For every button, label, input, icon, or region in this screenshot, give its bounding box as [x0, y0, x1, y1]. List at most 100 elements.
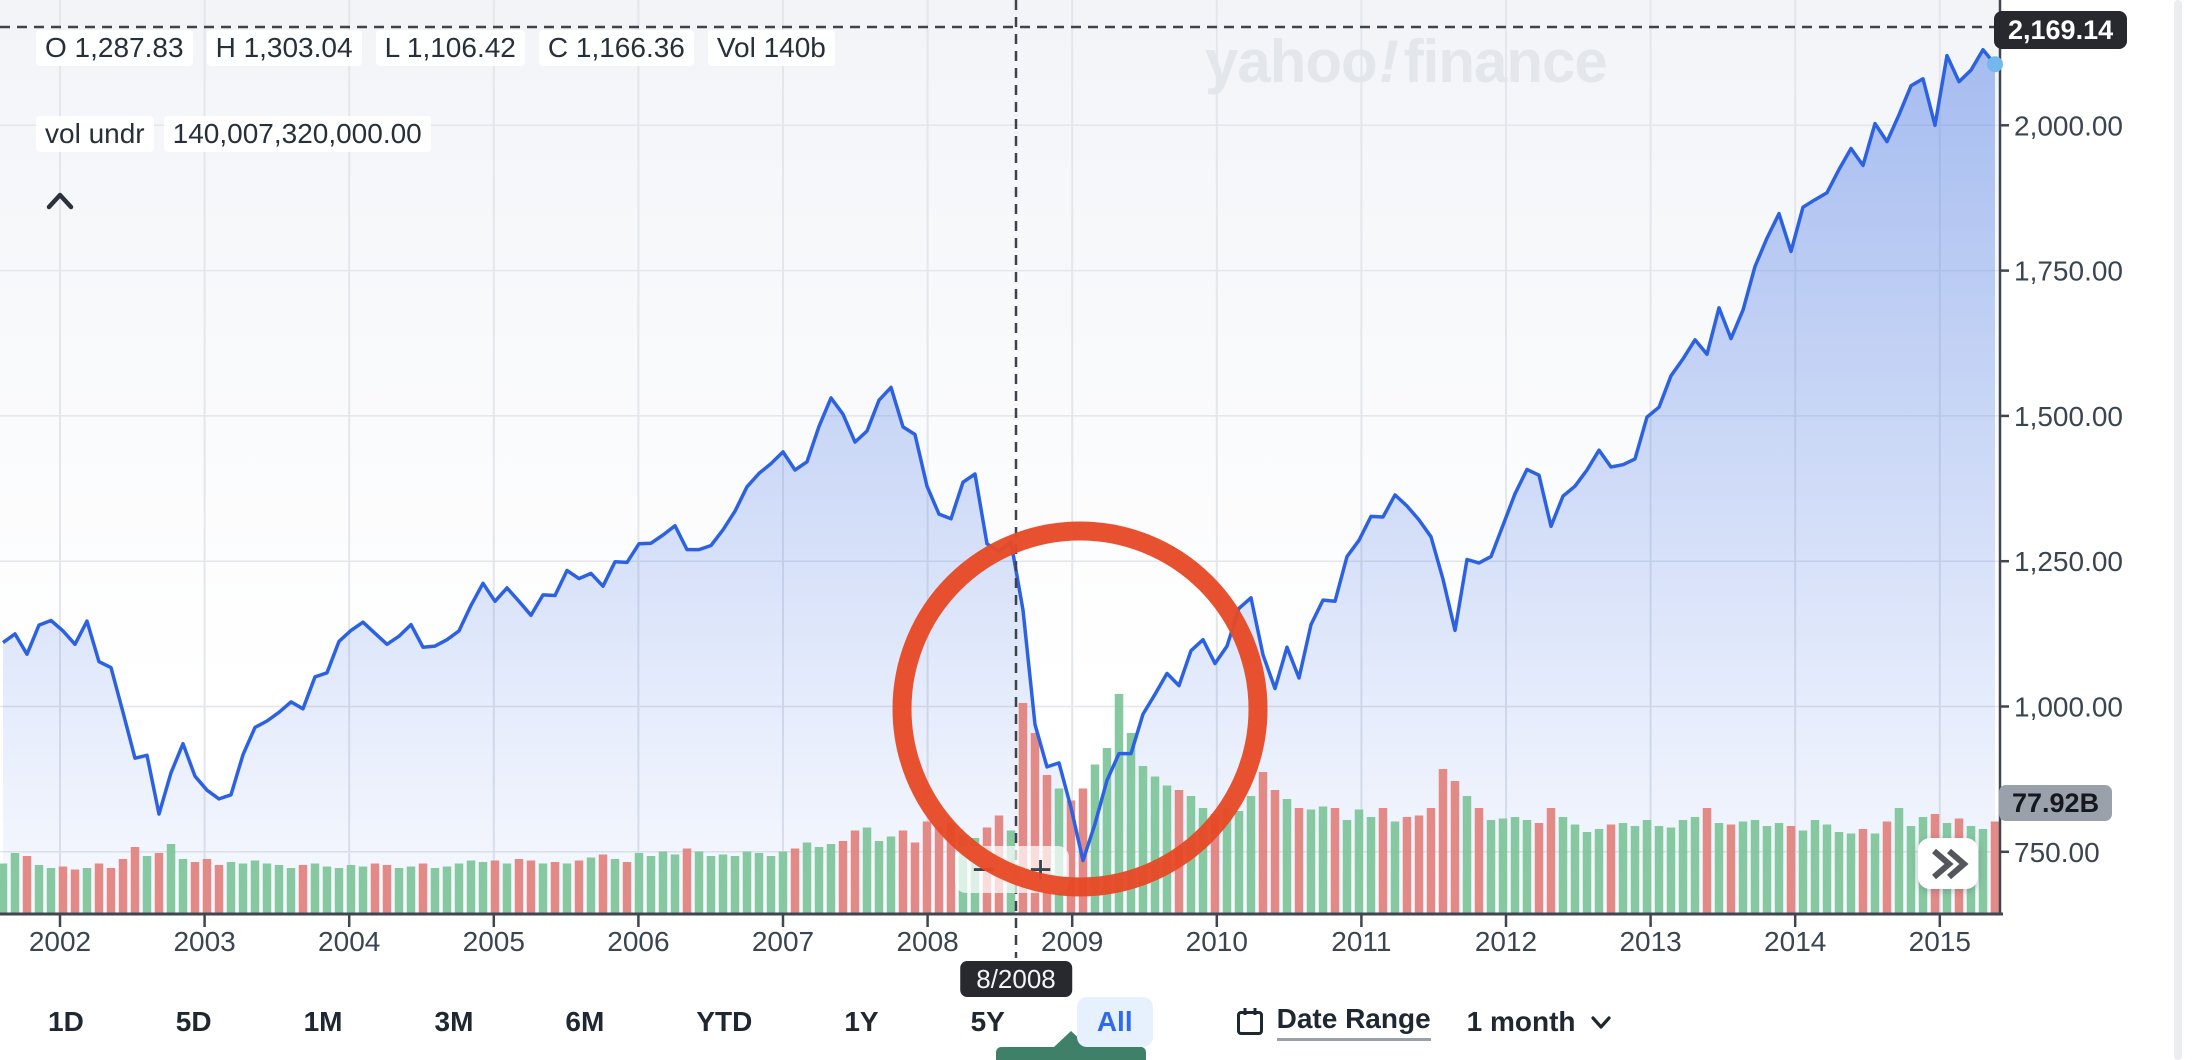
x-tick-label-2011: 2011	[1331, 926, 1391, 957]
volume-bar	[514, 859, 524, 913]
range-1m[interactable]: 1M	[284, 997, 363, 1047]
volume-bar	[910, 842, 920, 913]
volume-bar	[46, 868, 56, 913]
pan-right-button[interactable]	[1918, 838, 1978, 889]
chevron-up-icon	[46, 192, 74, 210]
volume-bar	[1486, 820, 1496, 913]
range-3m[interactable]: 3M	[415, 997, 494, 1047]
date-range-button[interactable]: Date Range	[1235, 1003, 1431, 1041]
volume-bar	[1330, 808, 1340, 913]
y-tick-label-2000: 2,000.00	[2014, 110, 2123, 141]
volume-bar	[1678, 820, 1688, 913]
volume-bar	[1222, 808, 1232, 913]
zoom-out-button[interactable]: −	[955, 846, 1012, 893]
volume-bar	[586, 857, 596, 913]
volume-bar	[1498, 818, 1508, 913]
range-5y[interactable]: 5Y	[951, 997, 1025, 1047]
volume-bar	[1234, 811, 1244, 913]
y-tick-label-750: 750.00	[2014, 837, 2100, 868]
volume-bar	[946, 823, 956, 913]
volume-bar	[166, 844, 176, 913]
volume-bar	[178, 859, 188, 913]
range-slider-tooltip	[996, 1031, 1146, 1060]
volume-bar	[1642, 820, 1652, 913]
volume-bar	[142, 856, 152, 913]
volume-bar	[790, 848, 800, 913]
volume-bar	[1810, 820, 1820, 913]
volume-bar	[826, 844, 836, 913]
interval-value: 1 month	[1466, 1006, 1576, 1037]
volume-bar	[226, 862, 236, 913]
volume-bar	[1318, 806, 1328, 913]
volume-bar	[838, 841, 848, 913]
volume-bar	[1726, 824, 1736, 913]
volume-bar	[1354, 809, 1364, 913]
volume-bar	[658, 851, 668, 913]
volume-bar	[850, 830, 860, 913]
date-range-label: Date Range	[1276, 1003, 1431, 1041]
range-6m[interactable]: 6M	[545, 997, 624, 1047]
volume-bar	[730, 856, 740, 913]
volume-bar	[934, 827, 944, 913]
volume-bar	[1174, 790, 1184, 913]
volume-bar	[1138, 766, 1148, 913]
volume-bar	[214, 865, 224, 913]
x-tick-label-2010: 2010	[1186, 926, 1248, 957]
volume-bar	[1510, 817, 1520, 913]
volume-bar	[454, 863, 464, 913]
volume-bar	[1210, 814, 1220, 913]
volume-bar	[1522, 820, 1532, 913]
volume-bar	[1834, 832, 1844, 913]
volume-bar	[634, 853, 644, 913]
volume-bar	[406, 866, 416, 913]
y-tick-label-1250: 1,250.00	[2014, 546, 2123, 577]
volume-bar	[562, 863, 572, 913]
volume-bar	[58, 866, 68, 913]
range-5d[interactable]: 5D	[156, 997, 232, 1047]
vol-under-value: 140,007,320,000.00	[163, 116, 431, 152]
volume-bar	[898, 830, 908, 913]
chevrons-right-icon	[1932, 848, 1969, 879]
volume-bar	[682, 848, 692, 913]
volume-bar	[202, 859, 212, 913]
interval-dropdown[interactable]: 1 month	[1467, 1006, 1612, 1038]
zoom-in-button[interactable]: +	[1012, 846, 1069, 893]
volume-bar	[1630, 826, 1640, 913]
range-1d[interactable]: 1D	[28, 997, 104, 1047]
volume-bar	[358, 866, 368, 913]
volume-bar	[1822, 824, 1832, 913]
volume-bar	[310, 863, 320, 913]
volume-bar	[298, 865, 308, 913]
volume-bar	[190, 862, 200, 913]
range-all[interactable]: All	[1076, 997, 1153, 1047]
crosshair-date-tooltip: 8/2008	[960, 961, 1072, 997]
volume-bar	[0, 863, 8, 913]
y-tick-label-1000: 1,000.00	[2014, 692, 2123, 723]
scrollbar[interactable]	[2174, 0, 2182, 1060]
volume-bar	[370, 863, 380, 913]
crosshair-volume-badge: 77.92B	[1999, 785, 2113, 821]
volume-bar	[262, 863, 272, 913]
volume-bar	[1186, 796, 1196, 913]
volume-bar	[1258, 772, 1268, 913]
volume-bar	[670, 854, 680, 913]
ohlc-c-value: C 1,166.36	[538, 30, 694, 66]
crosshair	[0, 0, 2003, 958]
volume-bar	[1702, 808, 1712, 913]
range-1y[interactable]: 1Y	[824, 997, 898, 1047]
volume-bar	[1114, 694, 1124, 913]
volume-under-readout-row: vol undr 140,007,320,000.00	[36, 116, 431, 152]
volume-bar	[646, 856, 656, 913]
volume-bar	[1582, 832, 1592, 913]
volume-bar	[130, 847, 140, 913]
volume-bar	[1438, 769, 1448, 913]
x-tick-label-2013: 2013	[1619, 926, 1681, 957]
volume-bar	[1198, 808, 1208, 913]
volume-bar	[1126, 733, 1136, 913]
range-ytd[interactable]: YTD	[676, 997, 772, 1047]
collapse-indicator-legend[interactable]	[44, 190, 76, 217]
zoom-control: − +	[955, 846, 1069, 893]
volume-bar	[286, 868, 296, 913]
volume-bar	[106, 868, 116, 913]
